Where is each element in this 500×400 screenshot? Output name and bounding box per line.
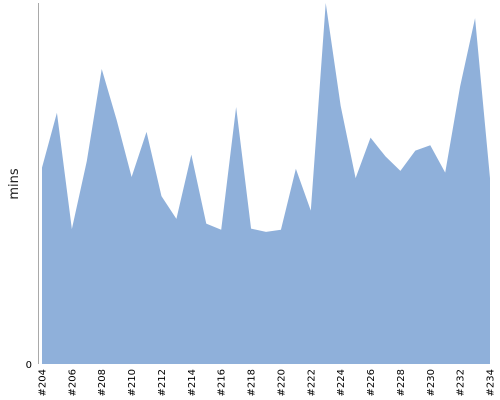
x-tick-label: #224 xyxy=(336,369,347,396)
x-tick-label: #234 xyxy=(486,369,497,396)
x-tick-label: #204 xyxy=(38,369,49,396)
x-tick-label: #216 xyxy=(217,369,228,396)
x-tick-label: #230 xyxy=(426,369,437,396)
x-tick-label: #206 xyxy=(67,369,78,396)
y-tick-label: 0 xyxy=(26,360,32,371)
area-series xyxy=(42,3,490,364)
x-tick-label: #232 xyxy=(456,369,467,396)
y-axis-title: mins xyxy=(7,168,22,200)
x-tick-label: #208 xyxy=(97,369,108,396)
x-axis-ticks: #204 #206 #208 #210 #212 #214 #216 #218 #220 #222… xyxy=(38,369,497,396)
x-tick-label: #218 xyxy=(247,369,258,396)
x-tick-label: #222 xyxy=(306,369,317,396)
plot-area xyxy=(41,2,491,364)
x-tick-label: #228 xyxy=(396,369,407,396)
x-tick-label: #226 xyxy=(366,369,377,396)
x-tick-label: #220 xyxy=(276,369,287,396)
x-tick-label: #210 xyxy=(127,369,138,396)
x-tick-label: #212 xyxy=(157,369,168,396)
x-tick-label: #214 xyxy=(187,369,198,396)
y-axis-ticks: 0 xyxy=(26,360,32,371)
